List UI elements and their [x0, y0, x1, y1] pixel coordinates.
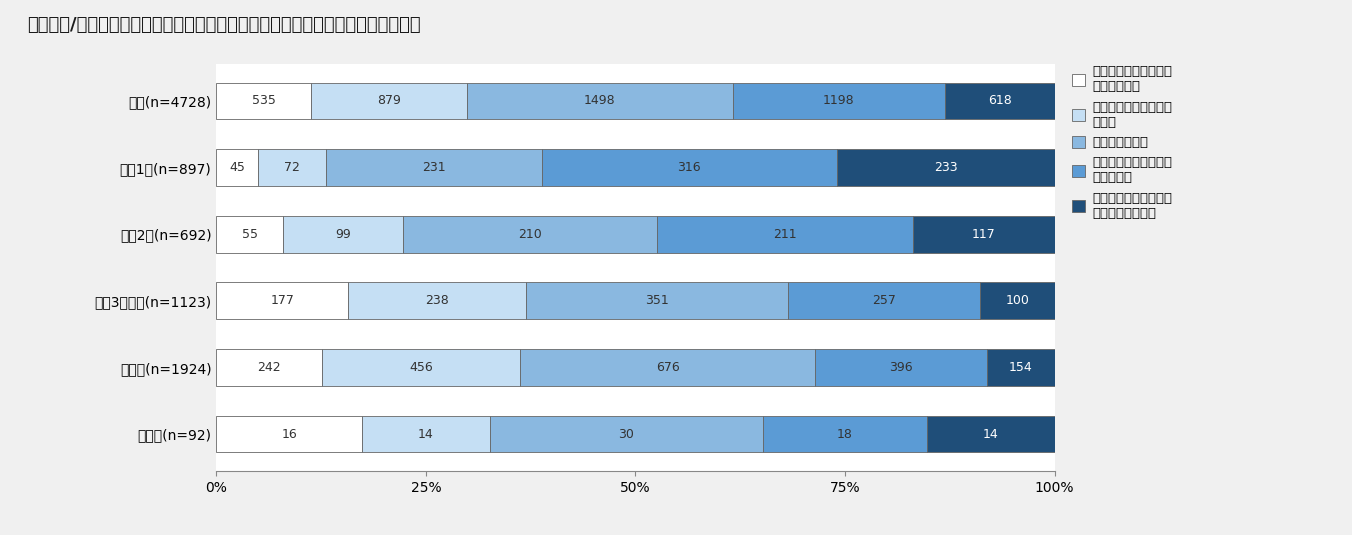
Text: 233: 233 [934, 161, 957, 174]
Text: 211: 211 [773, 228, 796, 241]
Bar [788, 282, 980, 319]
Bar [763, 416, 927, 452]
Bar [216, 83, 311, 119]
Bar [216, 416, 362, 452]
Text: 177: 177 [270, 294, 295, 307]
Text: 117: 117 [972, 228, 995, 241]
Text: 【形式別/今後のオンライン授業への印象】教員による講義中心の授業（少人数）: 【形式別/今後のオンライン授業への印象】教員による講義中心の授業（少人数） [27, 16, 420, 34]
Text: 18: 18 [837, 427, 853, 440]
Text: 238: 238 [426, 294, 449, 307]
Text: 72: 72 [284, 161, 300, 174]
Bar [945, 83, 1055, 119]
Text: 55: 55 [242, 228, 258, 241]
Bar [216, 349, 322, 386]
Bar [362, 416, 489, 452]
Bar [542, 149, 837, 186]
Bar [913, 216, 1055, 253]
Text: 618: 618 [988, 95, 1011, 108]
Text: 676: 676 [656, 361, 680, 374]
Bar [311, 83, 466, 119]
Bar [526, 282, 788, 319]
Text: 316: 316 [677, 161, 700, 174]
Text: 396: 396 [890, 361, 913, 374]
Bar [815, 349, 987, 386]
Bar [489, 416, 763, 452]
Text: 16: 16 [281, 427, 297, 440]
Text: 30: 30 [618, 427, 634, 440]
Text: 14: 14 [418, 427, 434, 440]
Text: 257: 257 [872, 294, 896, 307]
Text: 210: 210 [518, 228, 542, 241]
Text: 1198: 1198 [823, 95, 854, 108]
Bar [521, 349, 815, 386]
Legend: 確実にオンライン授業
にしてほしい, オンライン授業にして
ほしい, どちらでもよい, オンライン授業にして
ほしくない, 絶対にオンライン授業
にしてほしくな: 確実にオンライン授業 にしてほしい, オンライン授業にして ほしい, どちらでも… [1069, 63, 1175, 223]
Text: 535: 535 [251, 95, 276, 108]
Bar [326, 149, 542, 186]
Bar [466, 83, 733, 119]
Bar [258, 149, 326, 186]
Text: 456: 456 [410, 361, 433, 374]
Text: 100: 100 [1006, 294, 1029, 307]
Bar [216, 282, 349, 319]
Bar [987, 349, 1055, 386]
Text: 99: 99 [335, 228, 350, 241]
Bar [657, 216, 913, 253]
Bar [403, 216, 657, 253]
Text: 45: 45 [230, 161, 245, 174]
Bar [349, 282, 526, 319]
Text: 242: 242 [257, 361, 281, 374]
Text: 231: 231 [422, 161, 445, 174]
Text: 154: 154 [1009, 361, 1033, 374]
Text: 879: 879 [377, 95, 402, 108]
Bar [980, 282, 1055, 319]
Bar [283, 216, 403, 253]
Bar [733, 83, 945, 119]
Bar [322, 349, 521, 386]
Bar [837, 149, 1055, 186]
Text: 14: 14 [983, 427, 999, 440]
Bar [927, 416, 1055, 452]
Bar [216, 149, 258, 186]
Text: 1498: 1498 [584, 95, 615, 108]
Text: 351: 351 [645, 294, 669, 307]
Bar [216, 216, 283, 253]
